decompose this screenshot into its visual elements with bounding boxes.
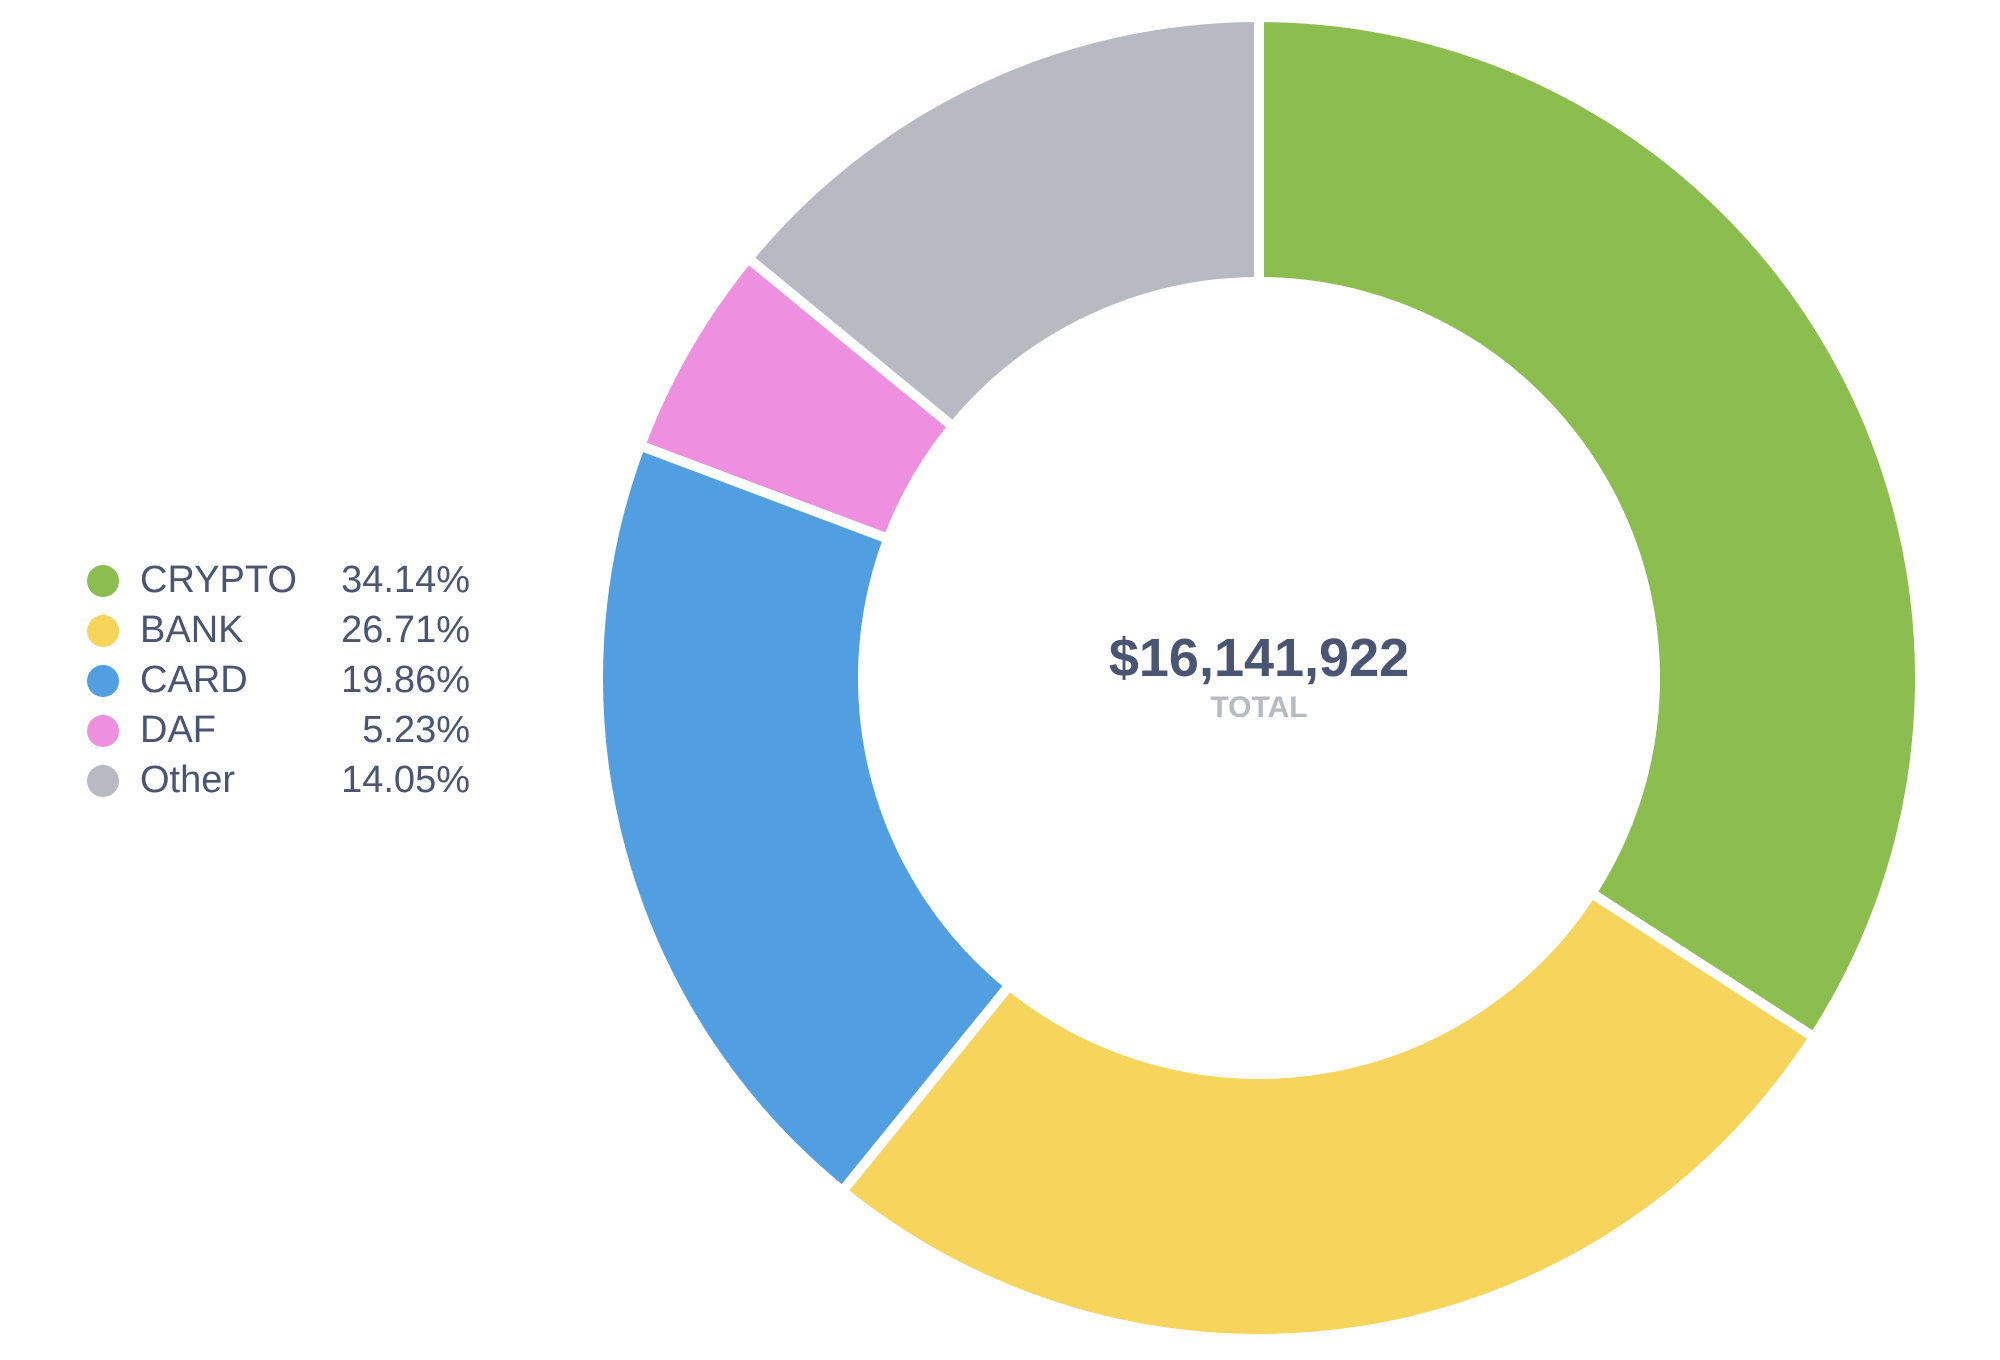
legend-value: 14.05% [341,759,470,801]
legend-swatch [87,565,119,597]
legend-item: BANK 26.71% [85,605,485,655]
legend-swatch [87,715,119,747]
legend-value: 26.71% [341,609,470,651]
legend-swatch [87,615,119,647]
legend-value: 34.14% [341,559,470,601]
donut-slice-crypto [1254,11,1926,1045]
legend-item: Other 14.05% [85,755,485,805]
legend-swatch [87,665,119,697]
legend-item: DAF 5.23% [85,705,485,755]
total-caption: TOTAL [1210,691,1308,724]
legend-label: DAF [140,709,216,751]
legend-label: CARD [140,659,248,701]
legend-swatch [87,765,119,797]
donut-slice-bank [835,886,1821,1344]
legend-label: CRYPTO [140,559,297,601]
chart-legend: CRYPTO 34.14% BANK 26.71% CARD 19.86% DA… [85,555,485,805]
donut-slice-other [741,11,1264,434]
legend-value: 5.23% [362,709,470,751]
legend-item: CARD 19.86% [85,655,485,705]
legend-item: CRYPTO 34.14% [85,555,485,605]
donut-slice-card [593,439,1017,1199]
legend-value: 19.86% [341,659,470,701]
legend-label: Other [140,759,236,801]
total-value: $16,141,922 [1108,628,1410,688]
legend-label: BANK [140,609,244,651]
